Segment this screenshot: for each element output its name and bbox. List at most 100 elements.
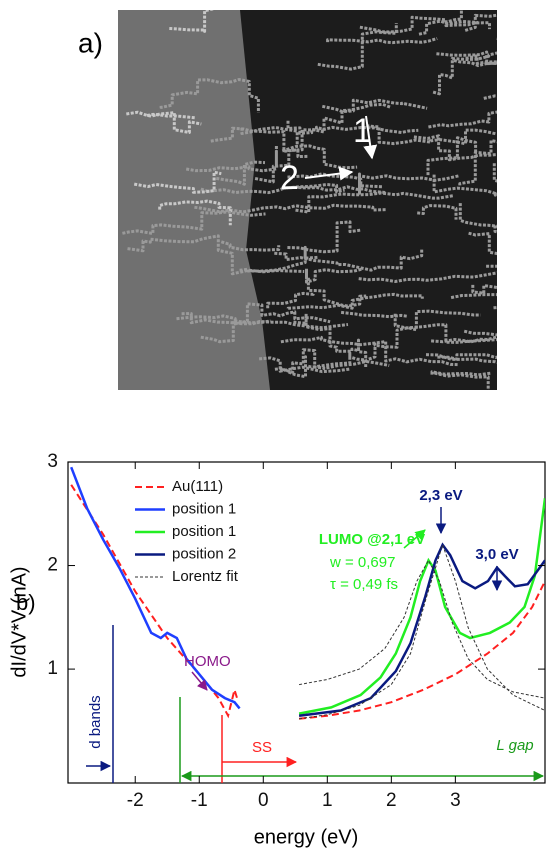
molecular-chain (239, 245, 319, 273)
molecular-chain (133, 170, 222, 194)
y-tick-label: 2 (47, 555, 58, 576)
molecular-chain (426, 136, 478, 176)
molecular-chain (492, 163, 497, 183)
molecular-chain (266, 291, 315, 309)
molecular-chain (417, 204, 458, 220)
molecular-chain (432, 51, 497, 96)
molecular-chain (288, 351, 367, 379)
annotation: LUMO @2,1 eV (319, 531, 425, 548)
molecular-chain (366, 124, 497, 146)
molecular-chain (321, 98, 428, 114)
molecular-chain (274, 348, 390, 374)
molecular-chain (280, 335, 458, 367)
molecular-chain (158, 199, 232, 226)
molecular-chain (200, 185, 387, 195)
molecular-chain (493, 225, 497, 234)
molecular-chain (220, 240, 281, 252)
molecular-chain (240, 126, 299, 146)
molecular-chain (464, 13, 497, 32)
legend-label: position 2 (172, 545, 236, 562)
molecular-chain (254, 125, 419, 184)
molecular-chain (453, 59, 497, 68)
molecular-chain (287, 220, 362, 254)
molecular-chain (258, 356, 351, 374)
x-axis-label: energy (eV) (254, 826, 359, 848)
y-tick-label: 3 (47, 451, 58, 472)
annotation: 3,0 eV (475, 546, 518, 563)
x-tick-label: -2 (127, 790, 144, 811)
molecular-chain (430, 370, 491, 377)
terrace (118, 10, 270, 390)
molecular-chain (463, 329, 497, 337)
arrow (403, 529, 426, 549)
series-line (298, 498, 545, 715)
molecular-chain (493, 306, 497, 310)
x-tick-label: 2 (386, 790, 397, 811)
legend-label: Lorentz fit (172, 568, 239, 585)
x-tick-label: 3 (450, 790, 461, 811)
annotation: L gap (496, 737, 533, 754)
molecular-chain (465, 54, 497, 65)
molecular-chain (496, 37, 497, 40)
molecular-chain (126, 110, 202, 134)
molecular-chain (468, 231, 497, 256)
x-tick-label: 1 (322, 790, 333, 811)
plot-frame (67, 461, 546, 784)
molecular-chain (317, 23, 398, 71)
marker-label: 2 (280, 159, 299, 197)
arrow (191, 671, 208, 691)
molecular-chain (122, 210, 266, 235)
series-line (70, 484, 545, 720)
molecular-chain (340, 310, 409, 319)
annotation: SS (252, 739, 272, 756)
molecular-chain (286, 292, 424, 310)
arrow (304, 166, 354, 181)
molecular-chain (181, 312, 349, 330)
annotation: τ = 0,49 fs (330, 576, 398, 593)
annotation: HOMO (184, 653, 231, 670)
molecular-chain (286, 102, 392, 135)
molecular-chain (471, 284, 497, 295)
panel-label: b) (16, 590, 36, 615)
molecular-chain (358, 271, 497, 283)
molecular-chain (306, 277, 367, 308)
series-line (70, 466, 241, 710)
y-tick-label: 1 (47, 658, 58, 679)
molecular-chain (295, 191, 454, 214)
annotation: d bands (87, 695, 104, 748)
molecular-chain (176, 302, 331, 326)
series-line (298, 542, 545, 717)
molecular-chain (425, 353, 497, 364)
molecular-chain (293, 312, 368, 367)
molecular-chain (274, 248, 424, 272)
molecular-chain (281, 144, 358, 170)
molecular-chain (326, 37, 438, 45)
legend-label: position 1 (172, 523, 236, 540)
molecular-chain (282, 183, 345, 194)
x-tick-label: 0 (258, 790, 269, 811)
molecular-chain (359, 15, 491, 34)
plot-area (70, 466, 545, 720)
molecular-chain (428, 110, 497, 129)
molecular-chain (216, 160, 266, 186)
molecular-chain (358, 172, 459, 195)
molecular-chain (432, 174, 497, 197)
molecular-chain (159, 78, 260, 113)
series-line (299, 543, 545, 720)
stm-image (118, 10, 497, 390)
panel-label: a) (78, 27, 103, 58)
y-axis-label: dI/dV*V (nA) (8, 566, 30, 677)
legend-label: position 1 (172, 500, 236, 517)
molecular-chain (169, 10, 216, 33)
molecular-chain (305, 267, 363, 284)
x-tick-label: -1 (191, 790, 208, 811)
legend-label: Au(111) (172, 478, 223, 495)
arrow (363, 115, 378, 160)
molecular-chain (413, 134, 497, 162)
molecular-chain (185, 143, 278, 173)
annotation: 2,3 eV (419, 487, 462, 504)
molecular-chain (393, 313, 497, 344)
annotation: w = 0,697 (329, 554, 395, 571)
molecular-chain (127, 234, 305, 276)
